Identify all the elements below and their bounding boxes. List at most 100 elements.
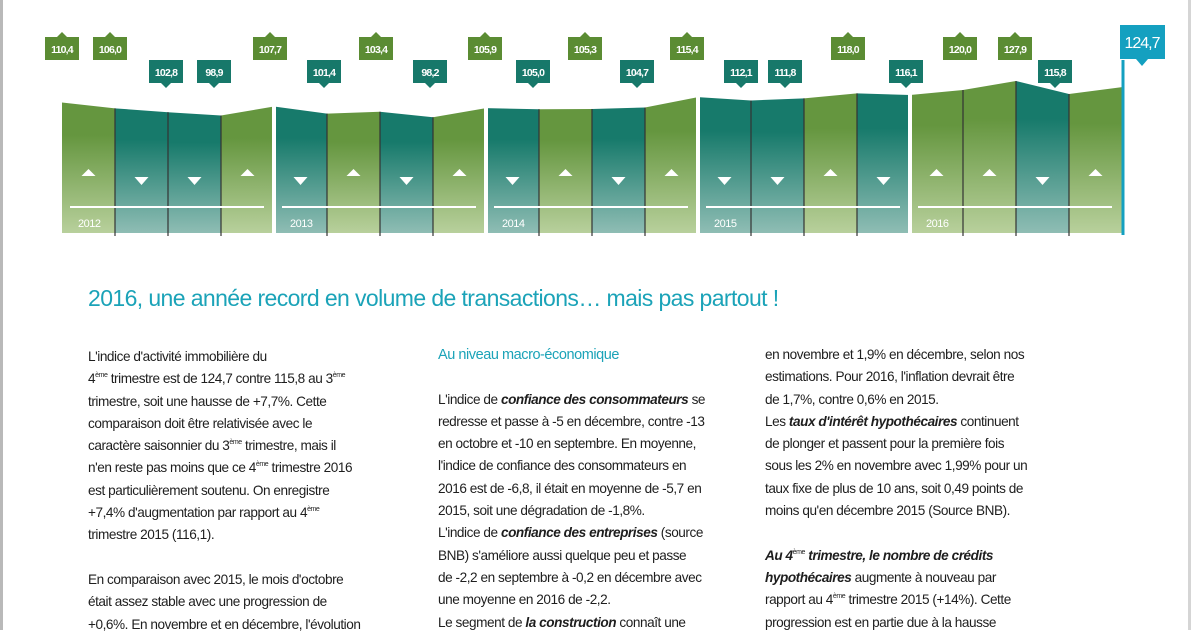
value-label: 112,1 [724, 60, 758, 88]
arrow-down-icon [399, 177, 414, 185]
text-run: En comparaison avec 2015, le mois d'octo… [88, 571, 344, 587]
text-run: 2015, soit une dégradation de -1,8%. [438, 503, 645, 519]
arrow-down-icon [293, 177, 308, 185]
superscript: ème [255, 461, 269, 469]
value-label: 116,1 [889, 60, 923, 88]
text-line: est particulièrement soutenu. On enregis… [88, 480, 433, 502]
article-column-1: L'indice d'activité immobilière du 4ème t… [88, 346, 433, 636]
text-line: Les taux d'intérêt hypothécaires continu… [765, 411, 1110, 433]
text-run: l'indice de confiance des consommateurs … [438, 458, 687, 474]
value-label-text: 106,0 [99, 44, 122, 56]
text-line: En comparaison avec 2015, le mois d'octo… [88, 569, 433, 591]
emphasis-text: confiance des entreprises [500, 525, 658, 541]
value-label-text: 120,0 [949, 44, 972, 56]
value-label: 105,9 [468, 32, 502, 60]
emphasis-text: taux d'intérêt hypothécaires [788, 413, 958, 429]
value-label: 124,7 [1120, 25, 1165, 66]
text-run: 4 [88, 371, 96, 387]
year-label: 2013 [290, 218, 313, 230]
text-run: BNB) s'améliore aussi quelque peu et pas… [438, 547, 687, 563]
text-run: trimestre 2015 (+14%). Cette [845, 592, 1012, 608]
text-line [765, 522, 1110, 544]
text-line: +7,4% d'augmentation par rapport au 4ème [88, 502, 433, 524]
arrow-down-icon [187, 177, 202, 185]
text-run: trimestre est de 124,7 contre 115,8 au 3 [107, 371, 334, 387]
text-line: de 1,7%, contre 0,6% en 2015. [765, 389, 1110, 411]
text-run: de 1,7%, contre 0,6% en 2015. [765, 391, 939, 407]
text-line: 4ème trimestre est de 124,7 contre 115,8… [88, 368, 433, 390]
text-line: caractère saisonnier du 3ème trimestre, … [88, 435, 433, 457]
text-run: n'en reste pas moins que ce 4 [88, 460, 256, 476]
arrow-down-icon [1035, 177, 1050, 185]
value-label: 107,7 [253, 32, 287, 60]
text-run: trimestre 2015 (116,1). [88, 527, 215, 543]
text-line: en octobre et -10 en septembre. En moyen… [438, 433, 783, 455]
text-run: augmente à nouveau par [851, 569, 997, 585]
text-line: L'indice de confiance des entreprises (s… [438, 522, 783, 544]
superscript: ème [832, 593, 846, 601]
superscript: ème [332, 372, 346, 380]
arrow-up-icon [664, 169, 679, 176]
value-label-text: 102,8 [155, 67, 178, 79]
activity-index-chart: 2012 2013 2014 2015 2016 110,4 106,0 102,8 98,9 1… [45, 25, 1165, 240]
emphasis-text: hypothécaires [765, 569, 852, 585]
superscript: ème [307, 506, 320, 514]
text-line: hypothécaires augmente à nouveau par [765, 567, 1110, 589]
emphasis-text: confiance des consommateurs [500, 391, 689, 407]
text-line: l'indice de confiance des consommateurs … [438, 455, 783, 477]
text-line: moins qu'en décembre 2015 (Source BNB). [765, 500, 1110, 522]
value-label-text: 98,2 [421, 67, 439, 79]
page-edge-right [1188, 0, 1191, 630]
text-run: de -2,2 en septembre à -0,2 en décembre … [438, 569, 702, 585]
value-label: 101,4 [307, 60, 341, 88]
quarter-column [910, 89, 963, 233]
text-run: était assez stable avec une progression … [88, 594, 327, 610]
superscript: ème [792, 548, 806, 556]
value-label-text: 127,9 [1004, 44, 1027, 56]
text-line: L'indice d'activité immobilière du [88, 346, 433, 368]
value-label: 98,9 [197, 60, 231, 88]
text-line: une moyenne en 2016 de -2,2. [438, 589, 783, 611]
arrow-down-icon [717, 177, 732, 185]
text-line: redresse et passe à -5 en décembre, cont… [438, 411, 783, 433]
text-run: Le segment de [438, 614, 526, 630]
text-run: (source [657, 525, 704, 541]
text-run: une moyenne en 2016 de -2,2. [438, 592, 611, 608]
text-run: trimestre, soit une hausse de +7,7%. Cet… [88, 393, 327, 409]
quarter-column [751, 98, 804, 234]
value-label-text: 107,7 [259, 44, 282, 56]
value-label: 104,7 [620, 60, 654, 88]
superscript: ème [95, 372, 108, 380]
year-gap [272, 60, 276, 240]
text-line: n'en reste pas moins que ce 4ème trimest… [88, 457, 433, 479]
value-label: 105,3 [568, 32, 602, 60]
quarter-column [115, 108, 168, 233]
value-label-text: 105,3 [574, 44, 597, 56]
quarter-column [62, 102, 115, 233]
text-run: taux fixe de plus de 10 ans, soit 0,49 p… [765, 480, 1024, 496]
value-label: 98,2 [413, 60, 447, 88]
text-line: 2016 est de -6,8, il était en moyenne de… [438, 478, 783, 500]
value-label-text: 115,4 [676, 44, 699, 56]
text-run: est particulièrement soutenu. On enregis… [88, 482, 330, 498]
quarter-column [592, 107, 645, 233]
value-label-text: 101,4 [313, 67, 336, 79]
text-run: connaît une [616, 614, 686, 630]
page-edge-left [0, 0, 3, 630]
value-label: 127,9 [998, 32, 1032, 60]
text-line: Au 4ème trimestre, le nombre de crédits [765, 545, 1110, 567]
quarter-column [645, 97, 698, 234]
text-line: trimestre, soit une hausse de +7,7%. Cet… [88, 391, 433, 413]
arrow-down-icon [611, 177, 626, 185]
text-run: progression est en partie due à la hauss… [765, 614, 996, 630]
arrow-up-icon [558, 169, 573, 176]
text-line: Le segment de la construction connaît un… [438, 612, 783, 634]
quarter-column [486, 108, 539, 233]
text-line [88, 547, 433, 569]
text-run: de plonger et passent pour la première f… [765, 436, 1005, 452]
value-label-text: 103,4 [365, 44, 388, 56]
value-label: 110,4 [45, 32, 79, 60]
text-run: L'indice de [438, 525, 501, 541]
quarter-column [804, 93, 857, 234]
value-label-text: 115,8 [1044, 67, 1067, 79]
